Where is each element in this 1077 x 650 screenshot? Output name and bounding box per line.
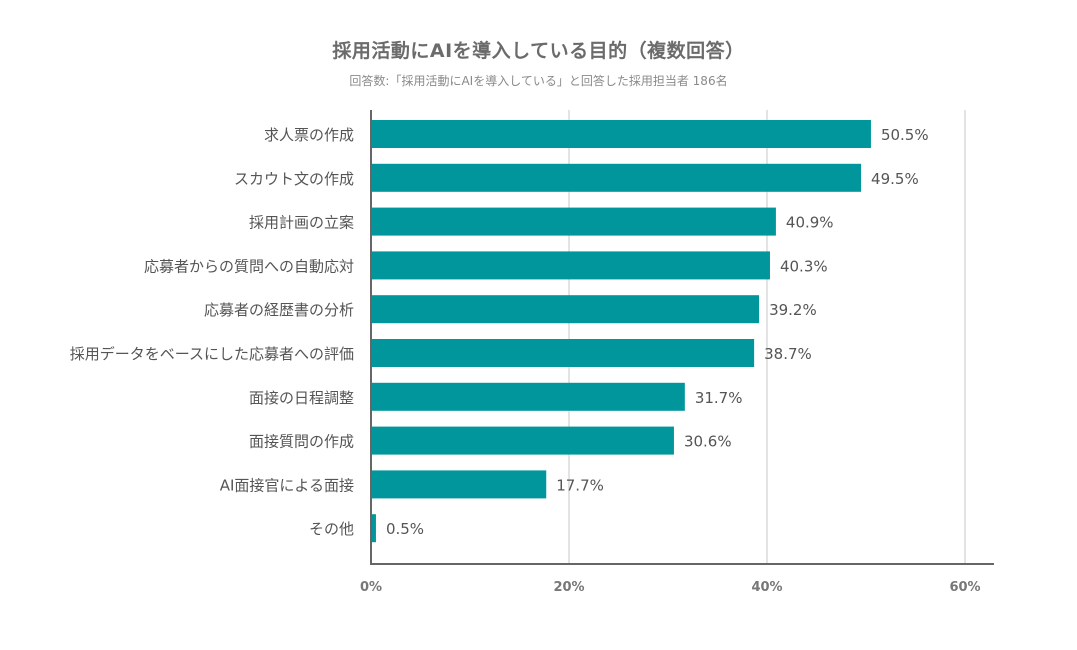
value-label: 40.9% [786,214,834,232]
category-label: 求人票の作成 [264,126,354,144]
bar [371,120,871,148]
x-tick-label: 20% [553,580,584,595]
bar [371,382,685,411]
value-label: 38.7% [764,345,812,363]
category-label: AI面接官による面接 [220,476,354,494]
bar [371,251,770,280]
value-label: 17.7% [556,476,604,494]
category-label: 面接質問の作成 [249,433,354,451]
value-label: 0.5% [386,520,424,538]
chart-subtitle: 回答数:「採用活動にAIを導入している」と回答した採用担当者 186名 [349,74,728,88]
value-label: 30.6% [684,433,732,451]
x-tick-label: 60% [949,580,980,595]
bar [371,163,862,192]
x-tick-label: 40% [751,580,782,595]
category-label: その他 [309,520,354,538]
value-label: 31.7% [695,389,743,407]
bar [371,470,547,499]
value-label: 50.5% [881,126,929,144]
category-label: 面接の日程調整 [249,389,354,407]
category-label: スカウト文の作成 [234,170,354,188]
value-label: 49.5% [871,170,919,188]
value-label: 39.2% [769,301,817,319]
value-label: 40.3% [780,257,828,275]
bar [371,426,674,455]
chart-title: 採用活動にAIを導入している目的（複数回答） [332,40,745,62]
x-tick-label: 0% [360,580,382,595]
category-label: 応募者の経歴書の分析 [204,301,354,319]
bar [371,339,755,367]
category-label: 応募者からの質問への自動応対 [144,257,354,275]
bar [371,295,760,324]
category-label: 採用データをベースにした応募者への評価 [70,345,354,363]
category-label: 採用計画の立案 [249,214,354,232]
bar [371,514,376,543]
bar [371,207,776,236]
